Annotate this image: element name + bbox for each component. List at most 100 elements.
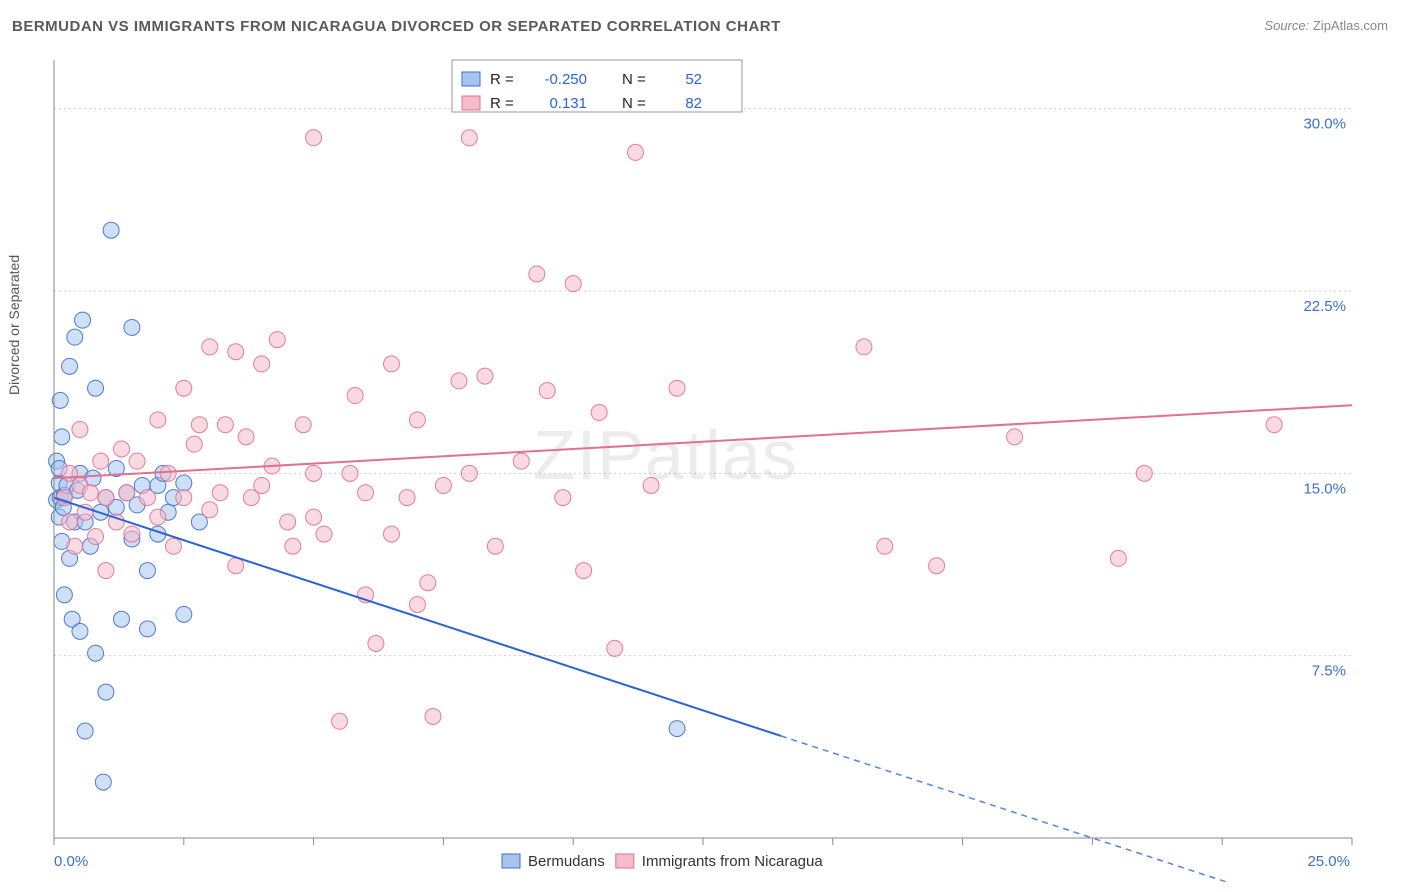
data-point xyxy=(529,266,545,282)
svg-text:7.5%: 7.5% xyxy=(1312,663,1346,680)
data-point xyxy=(72,623,88,639)
svg-text:R =: R = xyxy=(490,71,514,88)
svg-text:0.131: 0.131 xyxy=(549,95,587,112)
data-point xyxy=(269,332,285,348)
data-point xyxy=(295,417,311,433)
data-point xyxy=(176,380,192,396)
data-point xyxy=(165,538,181,554)
data-point xyxy=(1136,465,1152,481)
data-point xyxy=(280,514,296,530)
legend-swatch xyxy=(462,72,480,86)
data-point xyxy=(191,417,207,433)
data-point xyxy=(88,380,104,396)
data-point xyxy=(186,436,202,452)
data-point xyxy=(202,339,218,355)
data-point xyxy=(399,490,415,506)
data-point xyxy=(124,526,140,542)
data-point xyxy=(212,485,228,501)
data-point xyxy=(607,640,623,656)
data-point xyxy=(95,774,111,790)
data-point xyxy=(98,490,114,506)
data-point xyxy=(119,485,135,501)
data-point xyxy=(98,563,114,579)
data-point xyxy=(306,130,322,146)
data-point xyxy=(103,222,119,238)
data-point xyxy=(856,339,872,355)
data-point xyxy=(217,417,233,433)
source-prefix: Source: xyxy=(1264,18,1309,33)
svg-text:22.5%: 22.5% xyxy=(1303,298,1346,315)
data-point xyxy=(176,490,192,506)
data-point xyxy=(88,645,104,661)
data-point xyxy=(451,373,467,389)
data-point xyxy=(477,368,493,384)
data-point xyxy=(254,477,270,493)
data-point xyxy=(228,558,244,574)
data-point xyxy=(285,538,301,554)
data-point xyxy=(358,485,374,501)
data-point xyxy=(113,611,129,627)
legend-swatch xyxy=(462,96,480,110)
data-point xyxy=(1007,429,1023,445)
data-point xyxy=(254,356,270,372)
svg-text:R =: R = xyxy=(490,95,514,112)
data-point xyxy=(332,713,348,729)
data-point xyxy=(306,465,322,481)
data-point xyxy=(228,344,244,360)
data-point xyxy=(347,388,363,404)
data-point xyxy=(513,453,529,469)
data-point xyxy=(113,441,129,457)
source-name: ZipAtlas.com xyxy=(1313,18,1388,33)
legend-label: Bermudans xyxy=(528,853,605,870)
scatter-chart: 7.5%15.0%22.5%30.0%ZIPatlas0.0%25.0%R =-… xyxy=(12,48,1394,882)
data-point xyxy=(54,429,70,445)
data-point xyxy=(139,621,155,637)
data-point xyxy=(669,721,685,737)
svg-text:N =: N = xyxy=(622,95,646,112)
svg-text:ZIPatlas: ZIPatlas xyxy=(533,416,798,494)
data-point xyxy=(67,329,83,345)
data-point xyxy=(383,356,399,372)
data-point xyxy=(1266,417,1282,433)
svg-text:0.0%: 0.0% xyxy=(54,853,88,870)
data-point xyxy=(643,477,659,493)
data-point xyxy=(88,529,104,545)
data-point xyxy=(420,575,436,591)
svg-text:-0.250: -0.250 xyxy=(544,71,587,88)
chart-area: Divorced or Separated 7.5%15.0%22.5%30.0… xyxy=(12,48,1394,882)
svg-text:30.0%: 30.0% xyxy=(1303,116,1346,133)
svg-text:N =: N = xyxy=(622,71,646,88)
data-point xyxy=(93,453,109,469)
svg-text:52: 52 xyxy=(685,71,702,88)
legend-swatch xyxy=(616,854,634,868)
source-label: Source: ZipAtlas.com xyxy=(1264,18,1388,33)
data-point xyxy=(82,485,98,501)
data-point xyxy=(77,723,93,739)
data-point xyxy=(150,412,166,428)
svg-text:15.0%: 15.0% xyxy=(1303,480,1346,497)
data-point xyxy=(539,383,555,399)
data-point xyxy=(129,453,145,469)
data-point xyxy=(425,708,441,724)
chart-title: BERMUDAN VS IMMIGRANTS FROM NICARAGUA DI… xyxy=(12,18,781,35)
svg-text:82: 82 xyxy=(685,95,702,112)
data-point xyxy=(929,558,945,574)
data-point xyxy=(56,587,72,603)
data-point xyxy=(176,475,192,491)
data-point xyxy=(487,538,503,554)
data-point xyxy=(160,465,176,481)
trend-line-extrapolated xyxy=(781,736,1352,882)
data-point xyxy=(52,392,68,408)
data-point xyxy=(565,276,581,292)
data-point xyxy=(98,684,114,700)
data-point xyxy=(306,509,322,525)
data-point xyxy=(1110,550,1126,566)
data-point xyxy=(139,490,155,506)
data-point xyxy=(72,422,88,438)
data-point xyxy=(124,319,140,335)
data-point xyxy=(461,465,477,481)
data-point xyxy=(176,606,192,622)
legend-swatch xyxy=(502,854,520,868)
data-point xyxy=(877,538,893,554)
data-point xyxy=(368,636,384,652)
